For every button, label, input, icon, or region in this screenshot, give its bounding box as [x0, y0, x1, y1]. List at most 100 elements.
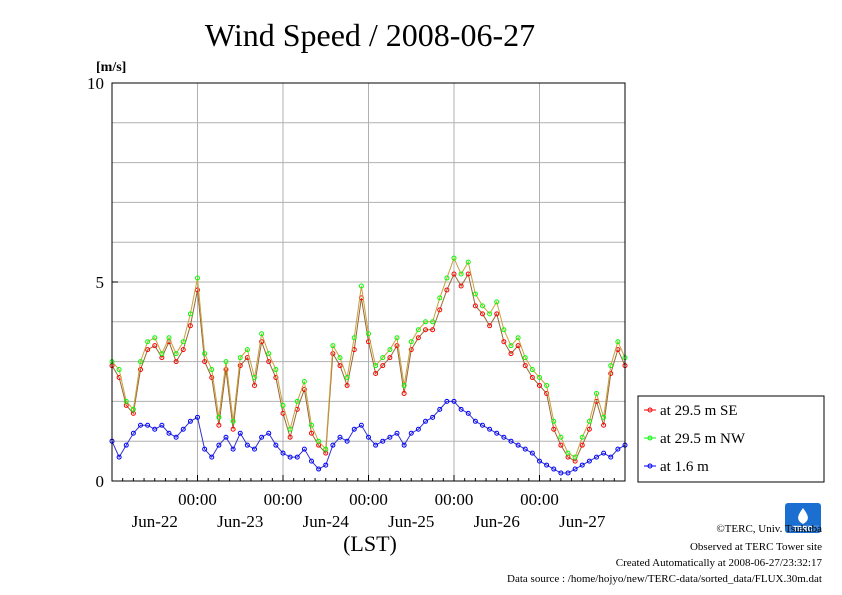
data-point — [401, 390, 407, 396]
data-point — [252, 446, 257, 452]
y-tick-label: 10 — [87, 74, 104, 93]
credit-observed: Observed at TERC Tower site — [690, 541, 822, 553]
data-point — [223, 367, 229, 373]
data-point — [280, 402, 286, 408]
data-point — [259, 434, 265, 440]
data-point — [508, 351, 514, 357]
data-point — [465, 259, 471, 265]
data-point — [166, 430, 172, 436]
data-point — [337, 434, 343, 440]
data-point — [565, 450, 571, 456]
y-axis: 0 5 10 — [87, 74, 118, 491]
data-point — [209, 454, 215, 460]
data-point — [266, 359, 272, 365]
y-tick-label: 0 — [96, 472, 105, 491]
data-point — [330, 442, 336, 448]
data-point — [529, 375, 535, 381]
data-point — [387, 347, 393, 353]
data-point — [551, 466, 557, 472]
data-point — [337, 355, 343, 361]
data-point — [515, 442, 521, 448]
data-point — [601, 450, 607, 456]
data-point — [579, 462, 585, 468]
x-axis-label: (LST) — [343, 531, 397, 556]
data-point — [323, 446, 329, 452]
data-point — [437, 406, 443, 412]
data-point — [187, 311, 193, 317]
x-tick-label: 00:00 — [520, 490, 559, 509]
data-point — [351, 426, 357, 432]
data-point — [586, 418, 592, 424]
data-point — [180, 339, 186, 345]
series-line — [111, 256, 626, 458]
data-point — [273, 442, 279, 448]
x-tick-label: 00:00 — [435, 490, 474, 509]
data-point — [601, 422, 607, 428]
data-point — [380, 438, 386, 444]
data-point — [423, 418, 428, 424]
data-point — [330, 343, 336, 349]
data-point — [472, 303, 478, 309]
data-point — [501, 327, 507, 333]
data-point — [423, 319, 428, 325]
data-point — [152, 343, 158, 349]
data-point — [465, 271, 471, 277]
data-point — [487, 311, 493, 317]
data-point — [487, 323, 493, 329]
data-point — [565, 470, 571, 476]
data-point — [537, 375, 542, 381]
data-point — [537, 382, 542, 388]
data-point — [572, 466, 578, 472]
data-point — [594, 390, 599, 396]
data-point — [230, 446, 236, 452]
data-point — [159, 422, 165, 428]
legend-box — [637, 395, 825, 483]
data-point — [180, 426, 186, 432]
data-point — [508, 438, 514, 444]
data-point — [173, 434, 179, 440]
legend: at 29.5 m SE at 29.5 m NW at 1.6 m — [637, 395, 825, 483]
data-point — [380, 363, 386, 369]
data-point — [608, 454, 614, 460]
data-point — [401, 382, 407, 388]
x-date-label: Jun-25 — [388, 512, 434, 531]
data-point — [458, 406, 464, 412]
data-point — [259, 331, 265, 337]
data-point — [444, 275, 450, 281]
logo-text: TERC — [793, 526, 812, 533]
data-point — [394, 335, 400, 341]
data-point — [344, 375, 350, 381]
data-point — [266, 351, 272, 357]
data-point — [522, 355, 528, 361]
data-point — [358, 422, 364, 428]
data-point — [444, 287, 450, 293]
data-point — [202, 351, 208, 357]
data-point — [195, 414, 200, 420]
data-point — [366, 331, 371, 337]
data-point — [323, 462, 329, 468]
series-1 — [109, 271, 628, 464]
data-point — [522, 363, 528, 369]
data-point — [522, 446, 528, 452]
data-point — [309, 422, 314, 428]
data-point — [408, 430, 414, 436]
data-point — [544, 462, 550, 468]
data-point — [138, 422, 143, 428]
data-point — [130, 430, 136, 436]
data-point — [145, 339, 151, 345]
data-point — [301, 379, 307, 384]
data-point — [408, 347, 414, 353]
data-point — [116, 367, 122, 373]
data-point — [216, 422, 222, 428]
x-tick-label: 00:00 — [264, 490, 303, 509]
data-point — [287, 426, 293, 432]
data-point — [494, 311, 500, 317]
data-point — [244, 347, 250, 353]
data-point — [209, 367, 215, 373]
x-date-label: Jun-24 — [303, 512, 350, 531]
data-point — [237, 430, 243, 436]
data-point — [387, 434, 393, 440]
data-point — [558, 442, 564, 448]
data-point — [394, 343, 400, 349]
